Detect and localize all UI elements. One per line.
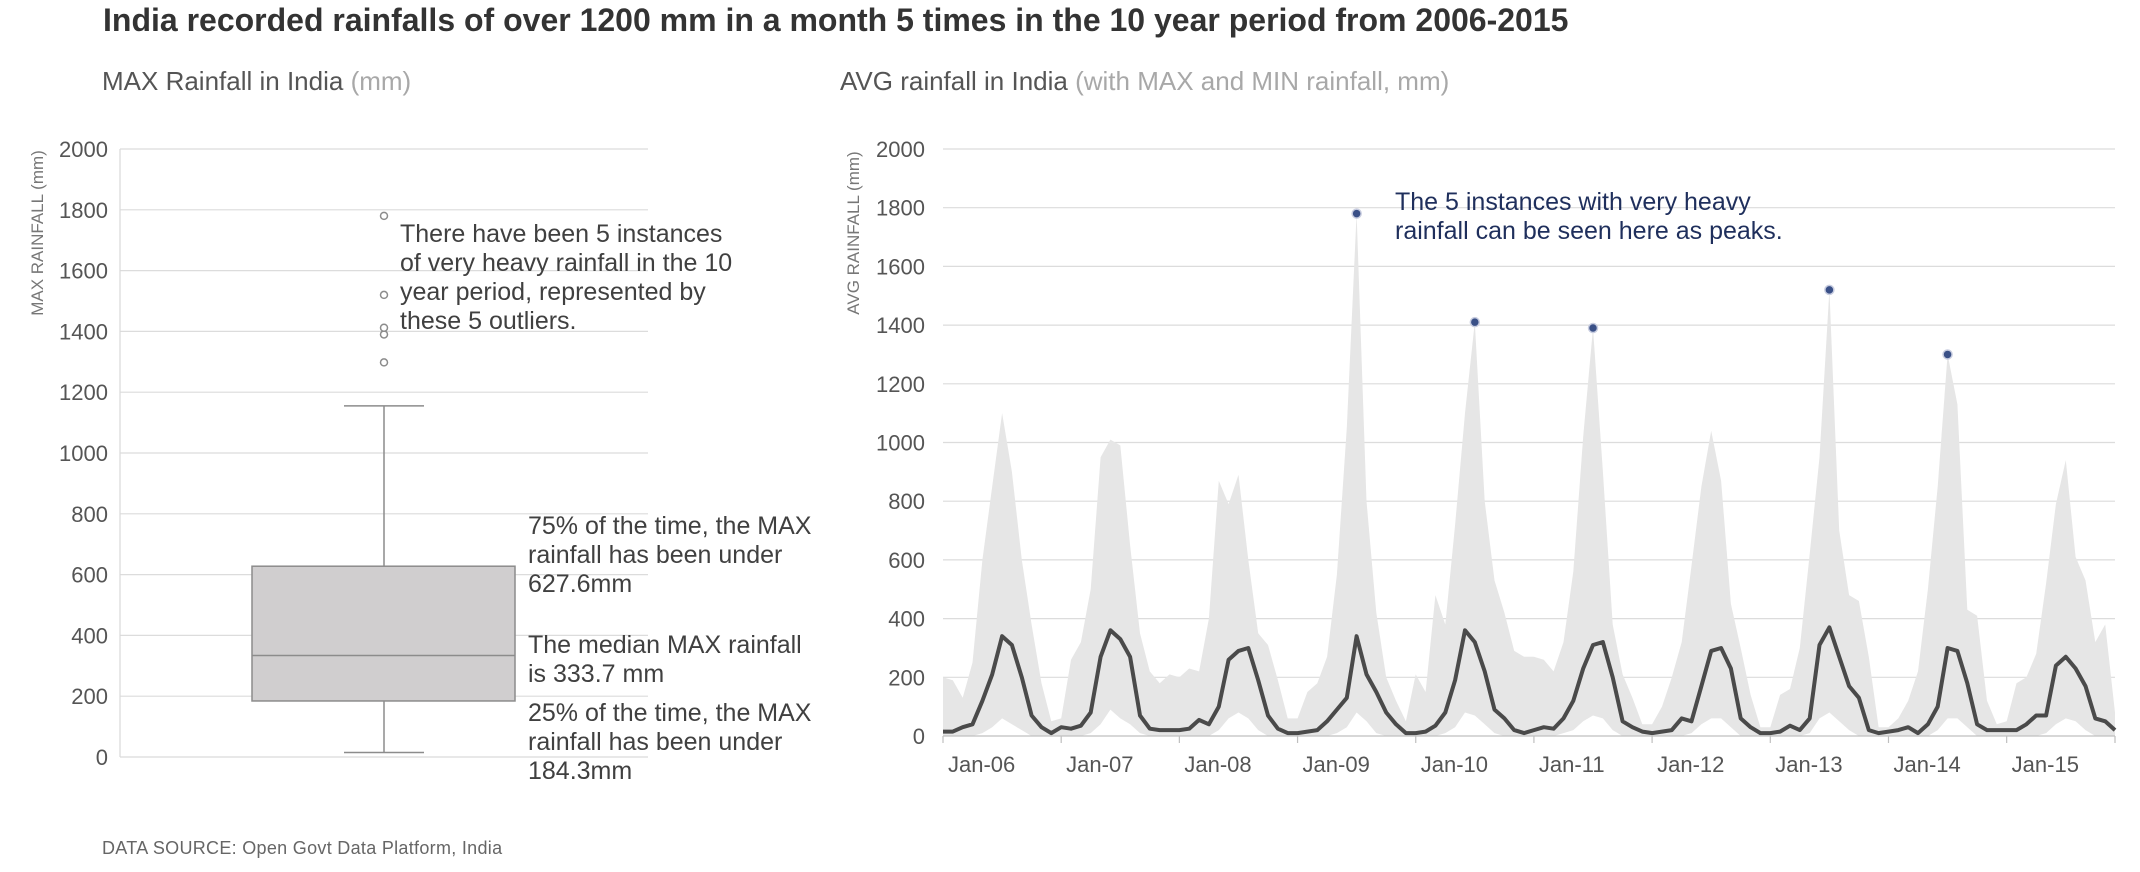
y-axis-title: AVG RAINFALL (mm) xyxy=(844,151,863,314)
outlier-annotation-line: There have been 5 instances xyxy=(400,220,722,248)
left-chart-title-text: MAX Rainfall in India xyxy=(102,66,344,96)
right-chart-title: AVG rainfall in India (with MAX and MIN … xyxy=(840,66,1449,97)
y-axis-title: MAX RAINFALL (mm) xyxy=(28,150,47,316)
q3-annotation-line: 627.6mm xyxy=(528,570,632,598)
avg-rainfall-line xyxy=(943,625,2117,736)
median-annotation-line: The median MAX rainfall xyxy=(528,631,802,659)
left-chart-title-unit: (mm) xyxy=(350,66,412,96)
left-chart-title: MAX Rainfall in India (mm) xyxy=(102,66,411,97)
x-tick-label: Jan-06 xyxy=(948,752,1015,777)
right-chart-title-text: AVG rainfall in India xyxy=(840,66,1068,96)
peak-marker xyxy=(1351,208,1362,219)
y-tick-label: 1800 xyxy=(59,198,108,223)
outlier-annotation-line: of very heavy rainfall in the 10 xyxy=(400,249,732,277)
y-tick-label: 1600 xyxy=(59,259,108,284)
x-tick-label: Jan-15 xyxy=(2012,752,2079,777)
x-tick-label: Jan-13 xyxy=(1775,752,1842,777)
q1-annotation-line: 184.3mm xyxy=(528,757,632,785)
x-tick-label: Jan-09 xyxy=(1303,752,1370,777)
outlier-point xyxy=(379,211,389,221)
page-title: India recorded rainfalls of over 1200 mm… xyxy=(103,2,1569,38)
y-tick-label: 800 xyxy=(888,489,925,514)
max-min-band xyxy=(943,213,2115,737)
y-tick-label: 1400 xyxy=(59,319,108,344)
q1-annotation-line: rainfall has been under xyxy=(528,728,782,756)
x-tick-label: Jan-08 xyxy=(1184,752,1251,777)
x-tick-label: Jan-07 xyxy=(1066,752,1133,777)
outlier-point xyxy=(379,323,389,333)
y-tick-label: 2000 xyxy=(59,137,108,162)
avg-rainfall-chart xyxy=(942,148,2117,743)
outlier-point xyxy=(379,290,389,300)
data-source-note: DATA SOURCE: Open Govt Data Platform, In… xyxy=(102,838,503,858)
peak-marker xyxy=(1469,316,1481,328)
outlier-annotation-line: year period, represented by xyxy=(400,278,706,306)
peak-marker xyxy=(1587,322,1599,334)
right-chart-title-unit: (with MAX and MIN rainfall, mm) xyxy=(1075,66,1450,96)
outlier-point xyxy=(379,358,389,367)
y-tick-label: 0 xyxy=(913,724,925,749)
y-tick-label: 200 xyxy=(888,665,925,690)
x-tick-label: Jan-11 xyxy=(1539,752,1605,777)
q1-annotation-line: 25% of the time, the MAX xyxy=(528,699,812,727)
peak-marker xyxy=(1942,349,1953,360)
interquartile-box xyxy=(251,565,516,702)
y-tick-label: 600 xyxy=(71,563,108,588)
y-tick-label: 1200 xyxy=(876,372,925,397)
y-tick-label: 400 xyxy=(71,623,108,648)
y-tick-label: 1800 xyxy=(876,196,925,221)
y-tick-label: 800 xyxy=(71,502,108,527)
peak-annotation: The 5 instances with very heavyrainfall … xyxy=(1395,188,1783,245)
y-tick-label: 200 xyxy=(71,684,108,709)
box-plot xyxy=(119,148,648,758)
outlier-annotation-line: these 5 outliers. xyxy=(400,307,577,335)
y-tick-label: 2000 xyxy=(876,137,925,162)
x-tick-label: Jan-12 xyxy=(1657,752,1724,777)
y-tick-label: 1000 xyxy=(59,441,108,466)
y-tick-label: 0 xyxy=(96,745,108,770)
y-tick-label: 1400 xyxy=(876,313,925,338)
peak-annotation-line: The 5 instances with very heavy xyxy=(1395,188,1751,216)
peak-annotation-line: rainfall can be seen here as peaks. xyxy=(1395,217,1783,245)
y-tick-label: 1200 xyxy=(59,380,108,405)
q3-annotation-line: rainfall has been under xyxy=(528,541,782,569)
y-tick-label: 1000 xyxy=(876,431,925,456)
x-tick-label: Jan-14 xyxy=(1893,752,1960,777)
y-tick-label: 400 xyxy=(888,607,925,632)
y-tick-label: 1600 xyxy=(876,254,925,279)
median-annotation-line: is 333.7 mm xyxy=(528,660,664,688)
x-tick-label: Jan-10 xyxy=(1421,752,1488,777)
q3-annotation-line: 75% of the time, the MAX xyxy=(528,512,812,540)
y-tick-label: 600 xyxy=(888,548,925,573)
peak-marker xyxy=(1824,284,1835,296)
